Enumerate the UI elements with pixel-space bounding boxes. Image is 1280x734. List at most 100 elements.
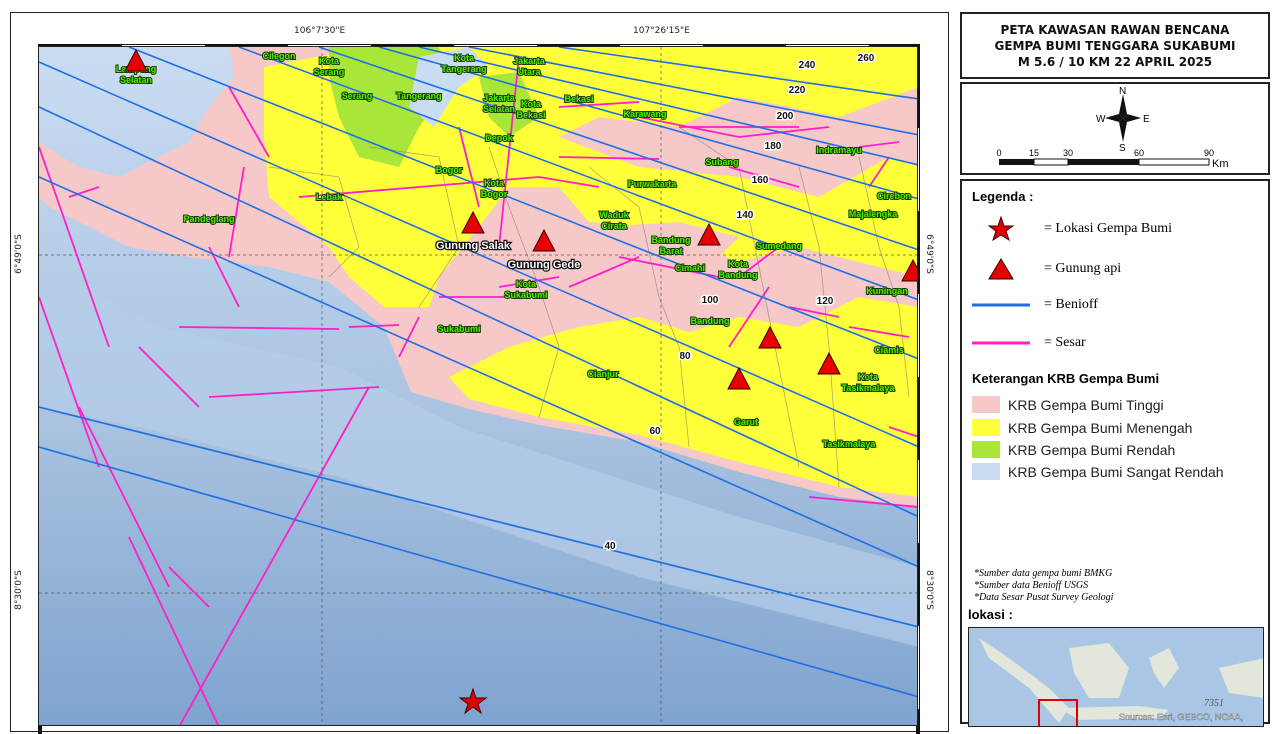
fault-line: [138, 346, 200, 408]
scale-tick: 15: [1029, 148, 1039, 158]
volcano-label-gunung-salak: Gunung Salak: [436, 240, 511, 252]
place-label: Jakarta: [513, 56, 546, 66]
fault-line: [498, 56, 520, 248]
fault-line: [558, 156, 660, 160]
legend-item-sesar: = Sesar: [972, 331, 1086, 355]
scale-unit: Km: [1212, 158, 1229, 170]
place-label: Selatan: [483, 104, 515, 114]
benioff-depth-label: 240: [799, 60, 816, 71]
place-label: Serang: [342, 91, 373, 101]
title-box: PETA KAWASAN RAWAN BENCANA GEMPA BUMI TE…: [960, 12, 1270, 79]
fault-lines: [39, 56, 917, 725]
place-label: Selatan: [120, 75, 152, 85]
place-label: Cirata: [601, 221, 628, 231]
volcano-triangle-icon[interactable]: [727, 366, 751, 390]
krb-sangat-rendah-jakarta: [409, 47, 489, 127]
fault-line: [78, 406, 170, 588]
benioff-line: [378, 47, 917, 200]
benioff-line: [39, 406, 917, 628]
place-label: Karawang: [623, 109, 666, 119]
swatch: [972, 441, 1000, 458]
tick-right-2: 8°30'0"S: [923, 570, 934, 610]
benioff-depth-label: 160: [752, 175, 769, 186]
epicenter-star-icon[interactable]: [458, 687, 488, 715]
legend-label: = Lokasi Gempa Bumi: [1044, 221, 1173, 236]
benioff-depth-label: 180: [765, 141, 782, 152]
inset-number: 7351: [1204, 698, 1224, 709]
volcano-triangle-icon[interactable]: [461, 210, 485, 234]
place-label: Bandung: [691, 316, 730, 326]
place-label: Kota: [858, 372, 879, 382]
fault-line: [868, 156, 890, 188]
benioff-line: [468, 47, 917, 136]
volcano-triangle-icon[interactable]: [697, 222, 721, 246]
krb-item-tinggi: KRB Gempa Bumi Tinggi: [972, 396, 1164, 413]
fault-line: [39, 146, 110, 348]
tick-left-2: 8°30'0"S: [13, 570, 24, 610]
inset-extent-box: [1038, 699, 1078, 726]
tick-top-2: 107°26'15"E: [633, 26, 690, 36]
benioff-line: [39, 61, 917, 447]
swatch: [972, 419, 1000, 436]
place-label: Kota: [728, 259, 749, 269]
krb-item-sangat-rendah: KRB Gempa Bumi Sangat Rendah: [972, 463, 1224, 480]
volcano-triangle-icon[interactable]: [124, 48, 148, 72]
compass-n: N: [1119, 86, 1126, 97]
place-label: Bandung: [652, 235, 691, 245]
compass-rose-icon: N S W E: [1096, 86, 1150, 154]
place-label: Lebak: [316, 192, 343, 202]
volcano-triangle-icon[interactable]: [817, 351, 841, 375]
scale-tick: 0: [996, 148, 1001, 158]
place-label: Cianjur: [587, 369, 619, 379]
volcano-triangle-icon[interactable]: [758, 325, 782, 349]
fault-line: [728, 166, 800, 188]
fault-line: [208, 246, 240, 308]
place-label: Pandeglang: [183, 214, 234, 224]
star-icon: [988, 216, 1014, 242]
tick-right-1: 6°49'0"S: [923, 234, 934, 274]
triangle-icon: [988, 258, 1014, 280]
swatch: [972, 463, 1000, 480]
fault-line: [738, 126, 830, 138]
tick-top-1: 106°7'30"E: [294, 26, 346, 36]
place-label: Tangerang: [441, 64, 486, 74]
fault-line: [228, 86, 270, 158]
benioff-lines: 260 240 220 200 180 160 140 120 100 80 60 40: [39, 47, 917, 698]
scale-tick: 60: [1134, 148, 1144, 158]
admin-boundaries: [268, 126, 910, 488]
place-label: Purwakarta: [628, 179, 678, 189]
fault-line: [228, 166, 245, 258]
magenta-line-icon: [972, 341, 1030, 345]
krb-title: Keterangan KRB Gempa Bumi: [972, 371, 1160, 386]
place-labels: LampungSelatanCilegonKotaSerangSerangTan…: [115, 50, 912, 450]
krb-label: KRB Gempa Bumi Menengah: [1008, 419, 1193, 436]
fault-line: [558, 101, 640, 108]
fault-line: [458, 126, 480, 208]
krb-label: KRB Gempa Bumi Sangat Rendah: [1008, 463, 1224, 480]
benioff-line: [128, 47, 917, 360]
benioff-line: [238, 47, 917, 301]
volcano-triangle-icon[interactable]: [901, 258, 918, 282]
krb-label: KRB Gempa Bumi Tinggi: [1008, 396, 1164, 413]
map-title-line1: PETA KAWASAN RAWAN BENCANA: [1000, 23, 1230, 37]
fault-line: [858, 141, 900, 148]
place-label: Ciamis: [874, 345, 904, 355]
legend-item-epicenter: = Lokasi Gempa Bumi: [972, 216, 1173, 242]
fault-line: [39, 296, 100, 468]
fault-line: [128, 536, 220, 725]
volcano-triangle-icon[interactable]: [532, 228, 556, 252]
place-label: Bekasi: [564, 94, 593, 104]
place-label: Tangerang: [396, 91, 441, 101]
benioff-line: [39, 446, 917, 698]
fault-line: [808, 496, 917, 508]
benioff-line: [558, 47, 917, 100]
place-label: Bekasi: [516, 110, 545, 120]
location-inset-map[interactable]: 7351 Sources: Esri, GEBCO, NOAA,: [968, 627, 1264, 727]
place-label: Tasikmalaya: [823, 439, 877, 449]
benioff-depth-label: 80: [679, 351, 691, 362]
inset-map-canvas: 7351 Sources: Esri, GEBCO, NOAA,: [979, 638, 1263, 726]
fault-line: [168, 566, 210, 608]
volcano-label-gunung-gede: Gunung Gede: [508, 259, 581, 271]
